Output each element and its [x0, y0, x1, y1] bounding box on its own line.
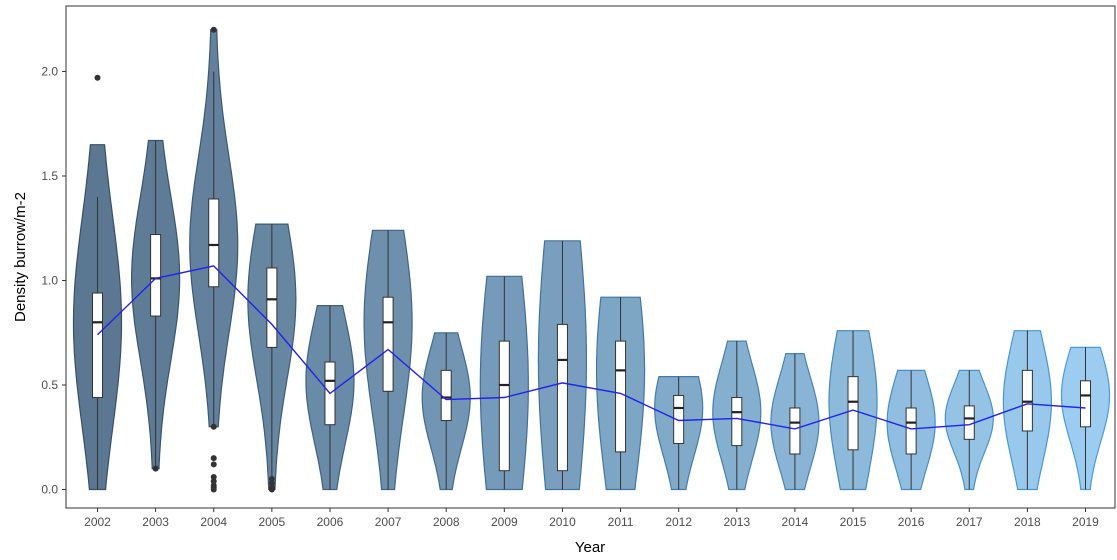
mean-line-layer — [97, 265, 1086, 430]
outlier-point-2002 — [94, 74, 101, 81]
x-tick-label: 2004 — [200, 515, 227, 529]
x-tick-label: 2015 — [840, 515, 867, 529]
x-axis: 2002 2003 2004 2005 2006 2007 2008 2009 2010 2011… — [84, 508, 1099, 529]
panel-border — [65, 5, 1116, 509]
outlier-layer — [94, 26, 275, 493]
outlier-point-2004 — [210, 478, 217, 485]
box-2007 — [382, 296, 394, 392]
y-axis-title: Density burrow/m-2 — [12, 192, 29, 322]
x-tick-label: 2006 — [317, 515, 344, 529]
outlier-point-2004 — [210, 473, 217, 480]
x-tick-label: 2019 — [1072, 515, 1099, 529]
x-tick-label: 2005 — [259, 515, 286, 529]
x-tick-label: 2002 — [84, 515, 111, 529]
outlier-point-2004 — [210, 461, 217, 468]
y-tick-label: 1.0 — [41, 274, 58, 288]
box-2012 — [673, 394, 685, 445]
box-2009 — [498, 340, 510, 472]
box-2004 — [208, 198, 220, 288]
x-tick-label: 2011 — [608, 515, 634, 529]
box-2003 — [150, 234, 162, 317]
x-tick-label: 2013 — [723, 515, 750, 529]
y-tick-label: 1.5 — [41, 169, 58, 183]
outlier-point-2004 — [210, 486, 217, 493]
outlier-point-2005 — [268, 486, 275, 493]
y-tick-label: 0.5 — [41, 378, 58, 392]
x-tick-label: 2010 — [549, 515, 576, 529]
y-axis: 0.0 0.5 1.0 1.5 2.0 — [41, 65, 66, 497]
x-tick-label: 2012 — [665, 515, 692, 529]
box-2015 — [847, 376, 859, 451]
x-tick-label: 2018 — [1014, 515, 1041, 529]
box-2013 — [731, 397, 743, 447]
x-tick-label: 2017 — [956, 515, 983, 529]
box-2005 — [266, 267, 278, 348]
outlier-point-2005 — [268, 476, 275, 483]
mean-line — [97, 265, 1086, 430]
box-2017 — [963, 405, 975, 440]
x-tick-label: 2014 — [782, 515, 809, 529]
box-2010 — [556, 323, 568, 472]
x-tick-label: 2003 — [142, 515, 169, 529]
outlier-point-2005 — [268, 480, 275, 487]
x-axis-title: Year — [575, 539, 605, 556]
box-2002 — [92, 292, 103, 399]
outlier-point-2003 — [152, 465, 159, 472]
x-tick-label: 2007 — [375, 515, 402, 529]
y-tick-label: 2.0 — [41, 65, 58, 79]
box-2014 — [789, 407, 801, 455]
box-2011 — [615, 340, 627, 453]
outlier-point-2004 — [210, 455, 217, 462]
outlier-point-2004 — [210, 423, 217, 430]
outlier-point-2004 — [210, 26, 217, 33]
box-2008 — [440, 369, 452, 422]
box-2019 — [1080, 380, 1091, 428]
x-tick-label: 2016 — [898, 515, 925, 529]
box-2016 — [905, 407, 917, 455]
y-tick-label: 0.0 — [41, 483, 58, 497]
x-tick-label: 2009 — [491, 515, 518, 529]
x-tick-label: 2008 — [433, 515, 460, 529]
